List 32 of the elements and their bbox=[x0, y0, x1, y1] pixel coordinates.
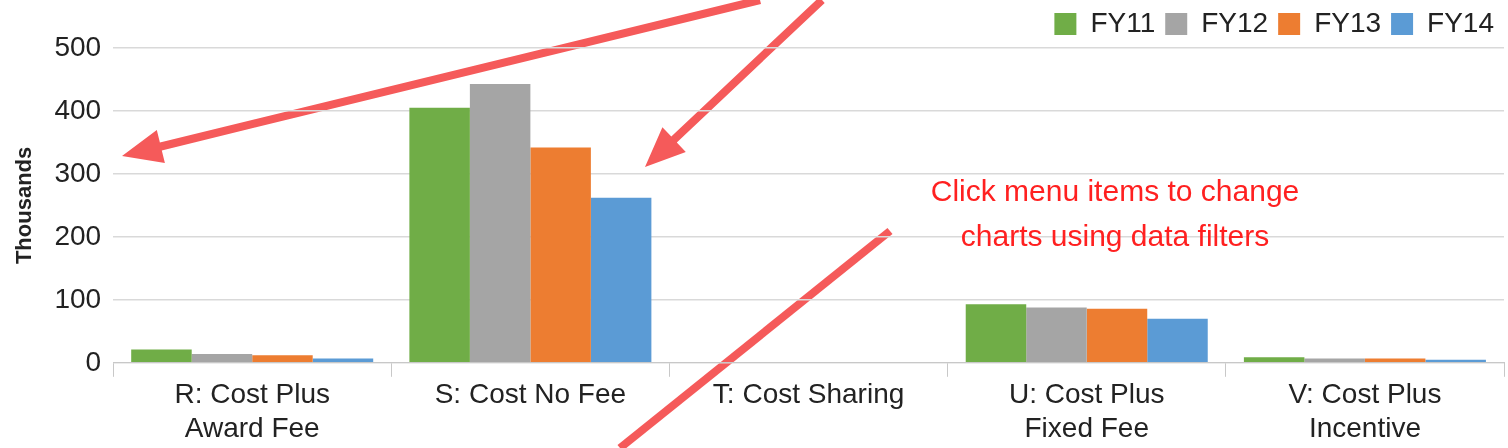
x-tick-label: V: Cost Plus Incentive bbox=[1288, 378, 1442, 443]
y-axis-title: Thousands bbox=[11, 146, 37, 265]
annotation: Click menu items to change charts using data filters bbox=[930, 174, 1300, 253]
bar bbox=[469, 83, 531, 363]
x-tick-label: T: Cost Sharing bbox=[712, 378, 905, 410]
bar bbox=[1304, 358, 1365, 363]
legend-label: FY11 bbox=[1090, 6, 1156, 38]
bar bbox=[312, 358, 374, 363]
bar bbox=[1364, 358, 1426, 363]
bar bbox=[252, 355, 313, 363]
x-tick-label: S: Cost No Fee bbox=[434, 378, 627, 410]
legend-label: FY13 bbox=[1314, 6, 1382, 38]
y-tick-label: 500 bbox=[54, 30, 102, 62]
bar bbox=[409, 107, 470, 363]
bar bbox=[1026, 307, 1087, 363]
bar bbox=[1147, 318, 1208, 363]
y-tick-label: 200 bbox=[54, 219, 102, 251]
y-tick-label: 100 bbox=[54, 282, 102, 314]
bar bbox=[1086, 308, 1148, 363]
legend-label: FY12 bbox=[1201, 6, 1269, 38]
bar bbox=[191, 353, 253, 363]
bar bbox=[1243, 357, 1305, 363]
x-tick-label: U: Cost Plus Fixed Fee bbox=[1008, 378, 1165, 443]
bar bbox=[131, 349, 192, 363]
legend-label: FY14 bbox=[1427, 6, 1495, 38]
x-tick-label: R: Cost Plus Award Fee bbox=[174, 378, 331, 443]
bar bbox=[965, 304, 1027, 363]
bar bbox=[530, 147, 591, 363]
bar bbox=[590, 197, 652, 363]
y-tick-label: 300 bbox=[54, 156, 102, 188]
y-tick-label: 0 bbox=[85, 345, 102, 377]
y-tick-label: 400 bbox=[54, 93, 102, 125]
